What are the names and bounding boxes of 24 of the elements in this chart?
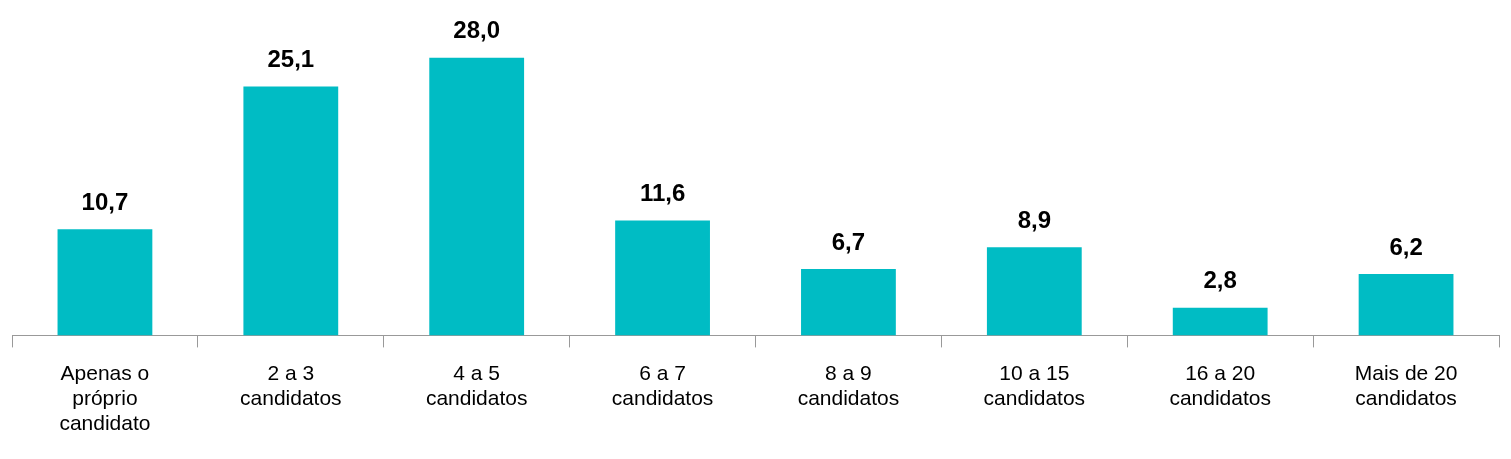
data-label: 8,9: [1017, 205, 1051, 233]
bar: [429, 57, 525, 336]
x-tick-label: 6 a 7 candidatos: [611, 360, 714, 409]
bar: [1172, 307, 1268, 336]
data-label: 6,2: [1389, 232, 1423, 260]
bar: [243, 86, 339, 336]
data-label: 11,6: [639, 179, 686, 207]
x-tick-label: Mais de 20 candidatos: [1354, 360, 1458, 409]
data-label: 25,1: [267, 45, 315, 73]
x-tick-label: 8 a 9 candidatos: [797, 360, 900, 409]
data-label: 10,7: [81, 187, 129, 215]
x-tick-label: 16 a 20 candidatos: [1169, 360, 1271, 409]
x-tick-label: 2 a 3 candidatos: [240, 360, 342, 409]
bar: [986, 247, 1082, 336]
x-tick-label: Apenas o próprio candidato: [59, 360, 151, 435]
bar: [57, 229, 153, 336]
data-label: 6,7: [831, 227, 866, 255]
x-tick-label: 10 a 15 candidatos: [983, 360, 1086, 409]
data-label: 28,0: [453, 16, 501, 44]
bar: [801, 268, 896, 336]
bar: [615, 220, 710, 336]
data-label: 2,8: [1203, 266, 1237, 294]
x-tick-label: 4 a 5 candidatos: [425, 360, 528, 409]
bar: [1358, 273, 1454, 336]
